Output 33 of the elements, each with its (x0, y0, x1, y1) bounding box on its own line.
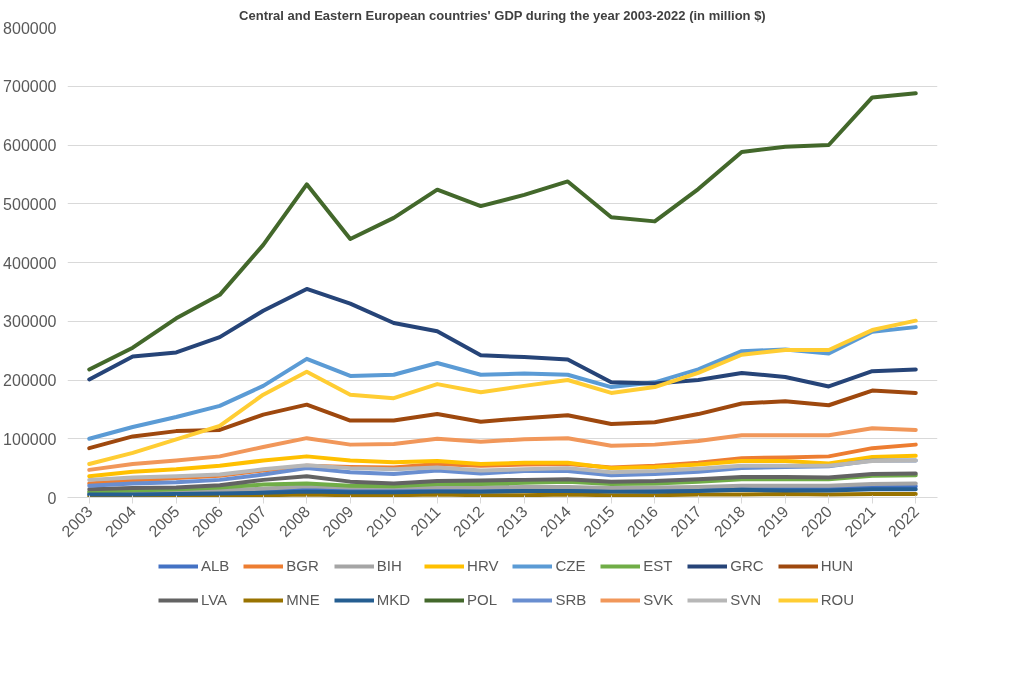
legend-label: MNE (286, 591, 320, 608)
legend-label: SRB (555, 591, 587, 608)
line-series (87, 91, 918, 372)
legend-label: EST (643, 557, 673, 574)
y-tick-label: 300000 (3, 313, 57, 331)
legend-label: ALB (201, 557, 230, 574)
line-series (87, 458, 918, 482)
legend-label: BIH (376, 557, 402, 574)
legend-label: SVK (643, 591, 674, 608)
line-series (87, 286, 918, 389)
line-series (87, 388, 918, 451)
y-tick-label: 400000 (3, 254, 57, 272)
y-tick-label: 500000 (3, 195, 57, 213)
y-tick-label: 800000 (3, 19, 57, 37)
legend-label: POL (467, 591, 498, 608)
line-series (87, 426, 918, 472)
legend-label: HUN (820, 557, 854, 574)
legend-label: MKD (376, 591, 411, 608)
line-series (87, 453, 918, 479)
chart-title: Central and Eastern European countries' GDP during the year 2003-2022 (in million $) (239, 7, 766, 23)
legend-label: BGR (286, 557, 319, 574)
y-tick-label: 200000 (3, 372, 57, 389)
legend-label: SVN (730, 591, 762, 608)
y-tick-label: 0 (47, 489, 57, 507)
legend-label: ROU (820, 591, 854, 608)
y-tick-label: 100000 (3, 430, 57, 448)
line-series (87, 318, 918, 467)
legend-label: LVA (201, 591, 228, 608)
legend-label: HRV (467, 557, 499, 574)
y-tick-label: 600000 (3, 137, 57, 154)
legend-label: CZE (555, 557, 586, 574)
y-tick-label: 700000 (3, 78, 57, 96)
legend-label: GRC (730, 557, 764, 574)
